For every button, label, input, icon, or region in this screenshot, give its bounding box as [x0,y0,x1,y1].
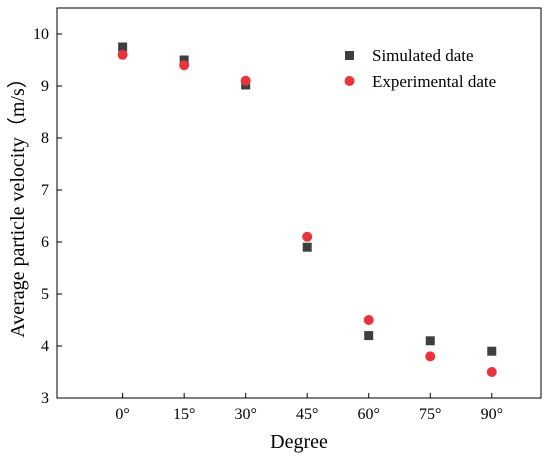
x-tick-label: 45° [296,406,318,423]
point-simulated [179,55,189,65]
legend-marker-experimental [344,76,355,86]
y-tick-label: 7 [41,182,49,199]
data-points [117,42,497,377]
x-tick-label: 60° [358,406,380,423]
y-tick-label: 10 [33,26,49,43]
x-tick-label: 30° [234,406,256,423]
y-tick-label: 3 [41,390,49,407]
legend: Simulated date Experimental date [344,46,496,91]
point-experimental [425,351,436,362]
legend-label-simulated: Simulated date [372,46,474,65]
legend-label-experimental: Experimental date [372,72,496,91]
x-tick-label: 15° [173,406,195,423]
point-experimental [240,75,251,86]
point-simulated [302,242,312,252]
point-experimental [486,367,497,377]
point-experimental [117,49,128,60]
x-axis-ticks: 0° 15° 30° 45° 60° 75° 90° [115,393,503,423]
y-tick-label: 6 [41,234,49,251]
x-tick-label: 0° [115,406,129,423]
plot-area-frame [56,7,542,399]
point-simulated [487,346,497,356]
point-experimental [179,60,190,71]
y-axis-title: Average particle velocity（m/s） [6,68,29,338]
x-tick-label: 90° [481,406,503,423]
x-tick-label: 75° [419,406,441,423]
point-experimental [302,231,313,242]
point-simulated [425,336,435,346]
y-tick-label: 8 [41,130,49,147]
x-axis-title: Degree [270,431,328,453]
y-tick-label: 4 [41,338,49,355]
point-simulated [364,331,374,341]
point-simulated [118,42,128,52]
point-experimental [363,315,374,325]
y-axis-ticks: 3 4 5 6 7 8 9 10 [33,26,62,407]
y-tick-label: 5 [41,286,49,303]
y-tick-label: 9 [41,78,49,95]
legend-marker-simulated [345,51,354,60]
